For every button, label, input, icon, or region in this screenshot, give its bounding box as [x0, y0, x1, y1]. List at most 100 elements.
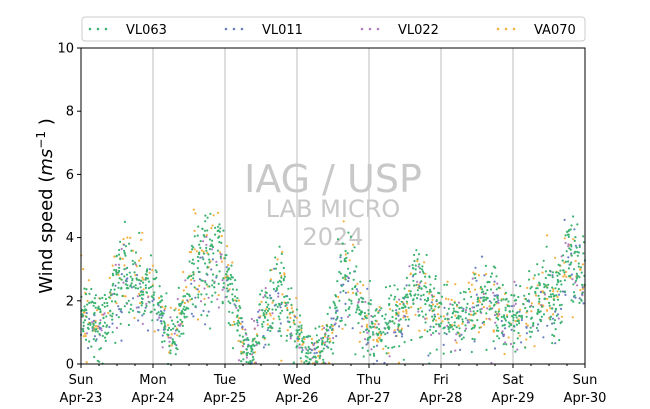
data-point [537, 310, 540, 313]
data-point [239, 340, 242, 343]
data-point [264, 309, 267, 312]
data-point [424, 282, 427, 285]
data-point [154, 269, 157, 272]
data-point [418, 329, 421, 332]
x-tick-date: Apr-26 [276, 391, 319, 406]
data-point [313, 342, 316, 345]
data-point [141, 314, 144, 317]
data-point [170, 333, 173, 336]
data-point [555, 314, 558, 317]
data-point [271, 301, 274, 304]
data-point [105, 324, 108, 327]
data-point [498, 313, 501, 316]
data-point [105, 315, 108, 318]
data-point [169, 306, 172, 309]
data-point [258, 309, 261, 312]
data-point [186, 299, 189, 302]
data-point [157, 329, 160, 332]
data-point [450, 298, 453, 301]
data-point [430, 307, 433, 310]
data-point [479, 310, 482, 314]
data-point [130, 303, 133, 306]
data-point [297, 325, 300, 328]
data-point [99, 347, 102, 350]
data-point [94, 325, 97, 328]
data-point [308, 358, 311, 361]
data-point [534, 290, 537, 293]
data-point [140, 300, 143, 303]
data-point [203, 303, 206, 306]
legend-entry-VL022: VL022 [360, 23, 439, 38]
data-point [183, 312, 186, 315]
data-point [435, 319, 438, 322]
data-point [144, 286, 147, 289]
data-point [418, 271, 422, 274]
data-point [225, 273, 228, 276]
data-point [573, 294, 576, 297]
data-point [529, 305, 532, 308]
data-point [195, 250, 198, 253]
data-point [130, 282, 133, 285]
data-point [361, 317, 364, 320]
data-point [282, 266, 285, 270]
data-point [236, 329, 239, 332]
data-point [232, 320, 236, 323]
data-point [449, 303, 452, 306]
data-point [283, 295, 286, 298]
data-point [269, 297, 272, 300]
data-point [120, 308, 123, 311]
data-point [313, 352, 316, 355]
data-point [104, 297, 107, 301]
series-VL063 [80, 212, 587, 366]
data-point [404, 305, 407, 308]
data-point [432, 325, 435, 328]
data-point [549, 315, 553, 318]
data-point [357, 298, 361, 301]
data-point [489, 288, 493, 291]
data-point [258, 303, 261, 306]
legend-label: VL022 [398, 23, 439, 38]
data-point [472, 306, 476, 309]
data-point [242, 351, 246, 354]
data-point [412, 267, 415, 270]
data-point [208, 258, 211, 261]
watermark-line1: IAG / USP [244, 157, 422, 201]
data-point [305, 348, 308, 351]
data-point [369, 299, 372, 302]
data-point [254, 340, 258, 343]
data-point [230, 264, 233, 267]
data-point [93, 297, 96, 300]
data-point [430, 301, 433, 304]
data-point [384, 345, 387, 348]
data-point [183, 305, 186, 308]
data-point [413, 259, 416, 263]
data-point [163, 307, 166, 310]
data-point [342, 220, 345, 223]
data-point [544, 270, 548, 273]
data-point [205, 243, 208, 246]
data-point [344, 250, 347, 253]
data-point [522, 302, 525, 306]
data-point [429, 283, 432, 286]
data-point [368, 279, 372, 283]
data-point [422, 293, 425, 296]
data-point [292, 321, 295, 324]
data-point [286, 301, 290, 304]
data-point [334, 304, 337, 307]
data-point [494, 294, 497, 297]
data-point [524, 298, 528, 301]
data-point [158, 301, 161, 304]
data-point [380, 338, 383, 342]
data-point [133, 261, 136, 264]
x-axis: SunApr-23MonApr-24TueApr-25WedApr-26ThuA… [60, 364, 606, 406]
data-point [497, 301, 500, 304]
data-point [472, 271, 475, 274]
data-point [96, 307, 100, 310]
data-point [556, 274, 559, 277]
data-point [202, 252, 205, 255]
data-point [562, 254, 565, 257]
data-point [450, 316, 453, 319]
data-point [562, 269, 565, 272]
data-point [200, 249, 203, 252]
data-point [328, 306, 331, 309]
